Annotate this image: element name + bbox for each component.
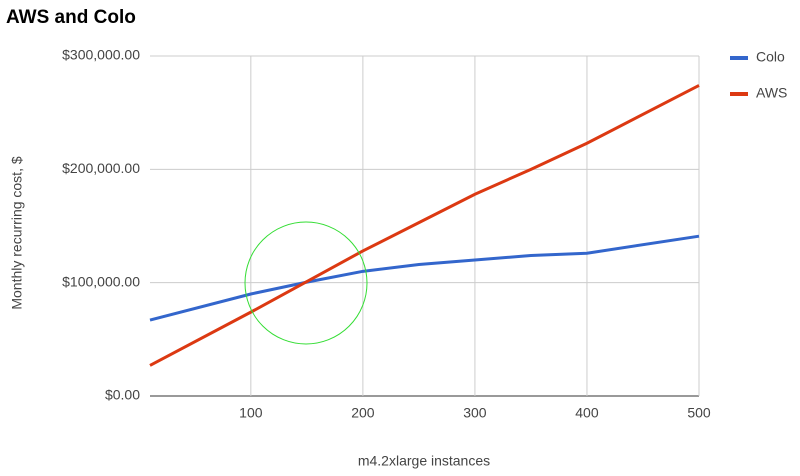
x-axis-label: m4.2xlarge instances bbox=[358, 453, 490, 469]
x-tick-label: 100 bbox=[239, 405, 263, 421]
legend-label: Colo bbox=[756, 49, 785, 65]
x-tick-label: 400 bbox=[575, 405, 599, 421]
x-tick-label: 200 bbox=[351, 405, 375, 421]
chart-title: AWS and Colo bbox=[6, 7, 136, 28]
legend-label: AWS bbox=[756, 85, 787, 101]
grid bbox=[150, 55, 700, 397]
y-tick-label: $200,000.00 bbox=[62, 160, 140, 176]
x-tick-label: 300 bbox=[463, 405, 487, 421]
y-tick-label: $300,000.00 bbox=[62, 47, 140, 63]
series-line bbox=[149, 234, 700, 322]
y-tick-label: $0.00 bbox=[105, 387, 140, 403]
y-axis-label: Monthly recurring cost, $ bbox=[9, 156, 25, 309]
x-tick-label: 500 bbox=[687, 405, 711, 421]
y-tick-label: $100,000.00 bbox=[62, 273, 140, 289]
plot bbox=[149, 84, 700, 367]
highlight-circle bbox=[244, 221, 368, 345]
series-line bbox=[149, 84, 700, 367]
